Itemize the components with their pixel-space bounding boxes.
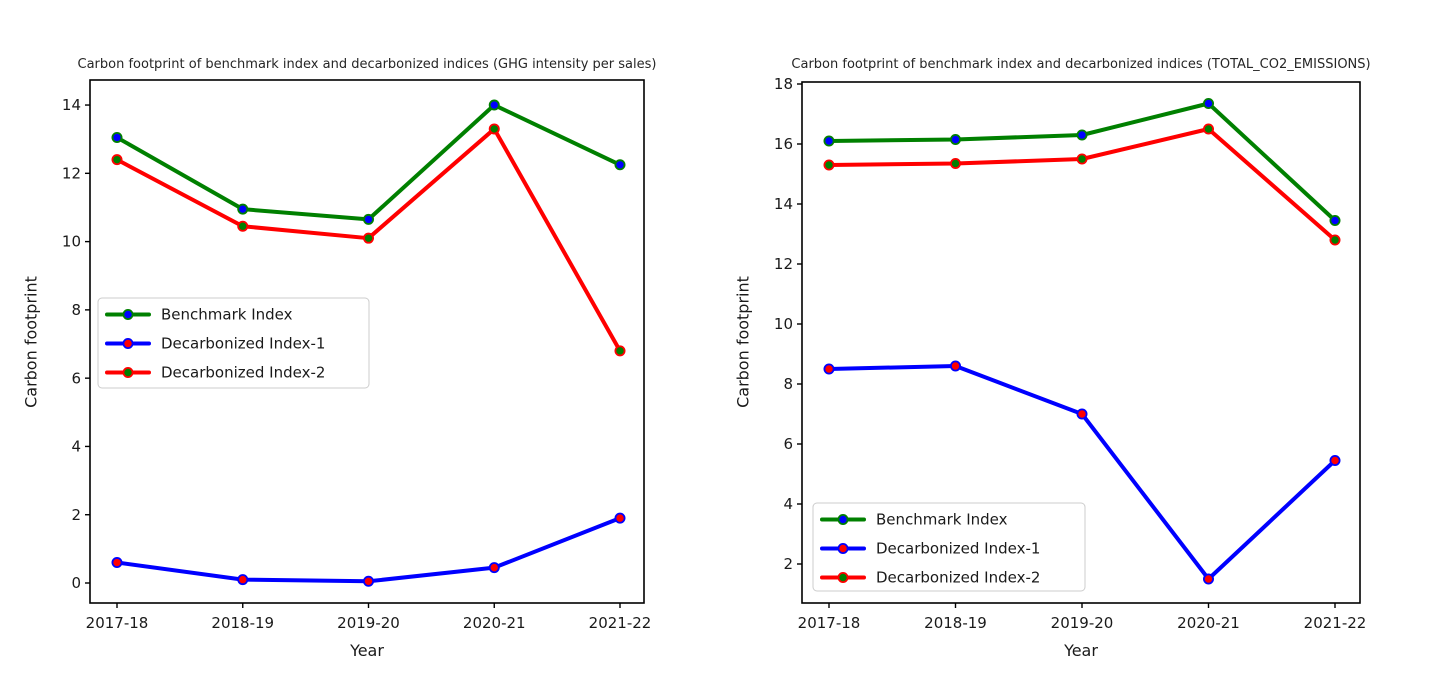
y-tick-label: 12	[774, 255, 793, 273]
series-decarbonized-index-2	[823, 123, 1341, 246]
data-point-marker	[237, 203, 249, 215]
series-benchmark-index	[111, 99, 626, 225]
y-tick-label: 8	[783, 375, 793, 393]
x-tick-label: 2021-22	[589, 614, 652, 632]
x-tick-label: 2017-18	[798, 614, 861, 632]
x-tick-label: 2018-19	[924, 614, 987, 632]
legend-label: Decarbonized Index-2	[161, 364, 325, 382]
legend-label: Benchmark Index	[161, 306, 293, 324]
x-tick-label: 2017-18	[86, 614, 149, 632]
data-point-marker	[237, 220, 249, 232]
data-point-marker	[1202, 123, 1214, 135]
data-point-marker	[823, 363, 835, 375]
legend-item-decarbonized-index-2: Decarbonized Index-2	[105, 364, 325, 382]
right-chart-title: Carbon footprint of benchmark index and …	[791, 57, 1371, 72]
y-tick-label: 2	[783, 555, 793, 573]
legend-label: Decarbonized Index-1	[876, 540, 1040, 558]
data-point-marker	[362, 232, 374, 244]
series-decarbonized-index-2	[111, 123, 626, 357]
y-tick-label: 4	[783, 495, 793, 513]
data-point-marker	[823, 135, 835, 147]
y-tick-label: 2	[71, 506, 81, 524]
right-chart-xlabel: Year	[1064, 641, 1098, 660]
y-tick-label: 14	[774, 195, 793, 213]
legend-box	[812, 502, 1086, 592]
y-tick-label: 6	[783, 435, 793, 453]
data-point-marker	[362, 575, 374, 587]
legend-box	[97, 297, 370, 389]
left-chart-canvas: 0 2 4 6 8 10 12 14 2017-18 2018-19 2019-20 2020-21 2…	[62, 79, 652, 632]
data-point-marker	[823, 159, 835, 171]
data-point-marker	[488, 562, 500, 574]
data-point-marker	[1329, 214, 1341, 226]
data-point-marker	[1329, 454, 1341, 466]
data-point-marker	[949, 157, 961, 169]
right-chart-panel: Carbon footprint of benchmark index and …	[715, 0, 1430, 677]
y-tick-label: 0	[71, 574, 81, 592]
data-point-marker	[362, 213, 374, 225]
legend-item-decarbonized-index-2: Decarbonized Index-2	[820, 569, 1040, 587]
data-point-marker	[614, 159, 626, 171]
y-tick-label: 4	[71, 438, 81, 456]
x-tick-label: 2020-21	[463, 614, 526, 632]
legend-marker-sample	[837, 514, 849, 526]
legend-marker-sample	[122, 337, 134, 349]
series-line	[115, 103, 622, 222]
legend-item-decarbonized-index-1: Decarbonized Index-1	[820, 540, 1040, 558]
left-chart-xlabel: Year	[350, 641, 384, 660]
right-chart-canvas: 2 4 6 8 10 12 14 16 18 2017-18 2018-19 2019-20 2020-…	[774, 75, 1366, 632]
legend-marker-sample	[837, 572, 849, 584]
x-tick-label: 2021-22	[1304, 614, 1367, 632]
data-point-marker	[237, 574, 249, 586]
data-point-marker	[1329, 234, 1341, 246]
data-point-marker	[1076, 129, 1088, 141]
axes: 0 2 4 6 8 10 12 14 2017-18 2018-19 2019-20 2020-21 2…	[62, 79, 652, 632]
legend-marker-sample	[837, 543, 849, 555]
axes: 2 4 6 8 10 12 14 16 18 2017-18 2018-19 2019-20 2020-…	[774, 75, 1366, 632]
data-point-marker	[949, 133, 961, 145]
y-tick-label: 8	[71, 301, 81, 319]
left-chart-panel: Carbon footprint of benchmark index and …	[22, 57, 657, 660]
series-decarbonized-index-1	[111, 512, 626, 587]
x-tick-label: 2019-20	[1051, 614, 1114, 632]
legend-marker-sample	[122, 366, 134, 378]
data-point-marker	[1202, 98, 1214, 110]
legend-marker-sample	[122, 308, 134, 320]
series-benchmark-index	[823, 98, 1341, 226]
legend-label: Benchmark Index	[876, 511, 1008, 529]
legend: Benchmark Index Decarbonized Index-1 Decar…	[97, 297, 370, 389]
x-tick-label: 2020-21	[1177, 614, 1240, 632]
legend-item-benchmark-index: Benchmark Index	[105, 306, 293, 324]
y-tick-label: 16	[774, 135, 793, 153]
data-point-marker	[111, 131, 123, 143]
data-point-marker	[614, 512, 626, 524]
data-point-marker	[1076, 153, 1088, 165]
data-point-marker	[1202, 573, 1214, 585]
data-point-marker	[1076, 408, 1088, 420]
data-point-marker	[488, 99, 500, 111]
data-point-marker	[488, 123, 500, 135]
y-tick-label: 14	[62, 96, 81, 114]
y-tick-label: 10	[774, 315, 793, 333]
y-tick-label: 12	[62, 164, 81, 182]
y-tick-label: 6	[71, 369, 81, 387]
data-point-marker	[111, 557, 123, 569]
left-chart-title: Carbon footprint of benchmark index and …	[77, 57, 657, 72]
legend-item-benchmark-index: Benchmark Index	[820, 511, 1008, 529]
legend-label: Decarbonized Index-1	[161, 335, 325, 353]
x-tick-label: 2019-20	[337, 614, 400, 632]
data-point-marker	[949, 360, 961, 372]
data-point-marker	[111, 154, 123, 166]
x-tick-label: 2018-19	[211, 614, 274, 632]
series-line	[827, 127, 1337, 242]
legend: Benchmark Index Decarbonized Index-1 Decar…	[812, 502, 1086, 592]
y-tick-label: 10	[62, 233, 81, 251]
series-line	[115, 516, 622, 584]
data-point-marker	[614, 345, 626, 357]
legend-item-decarbonized-index-1: Decarbonized Index-1	[105, 335, 325, 353]
legend-label: Decarbonized Index-2	[876, 569, 1040, 587]
y-tick-label: 18	[774, 75, 793, 93]
series-decarbonized-index-1	[823, 360, 1341, 585]
